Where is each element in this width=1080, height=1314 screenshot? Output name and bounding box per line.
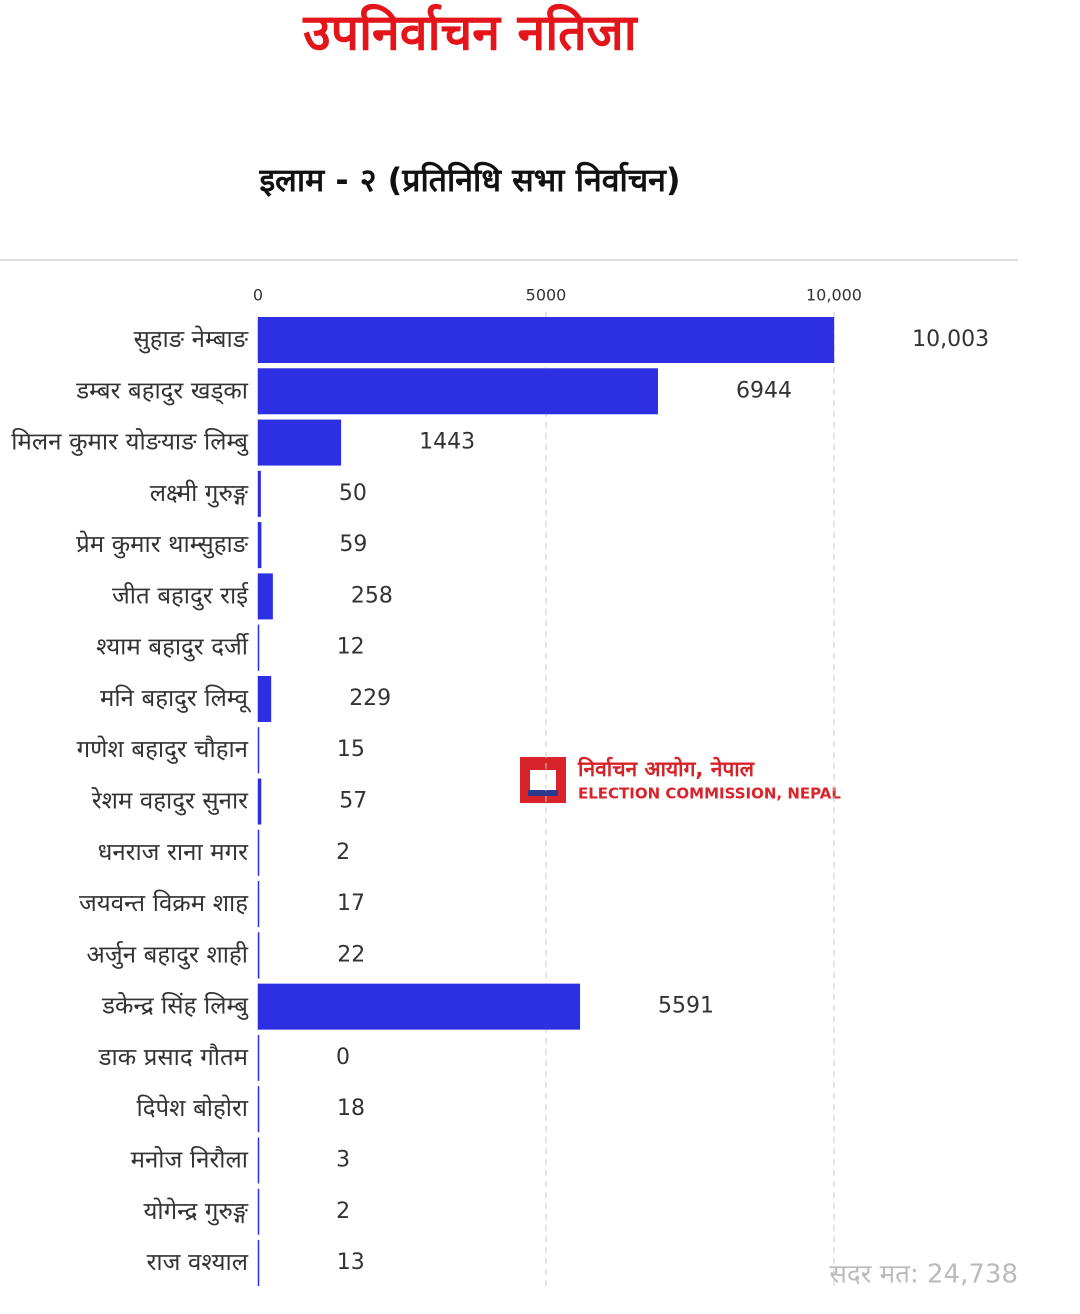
category-label: अर्जुन बहादुर शाही	[87, 940, 249, 969]
chart-title: उपनिर्वाचन नतिजा	[302, 4, 638, 62]
value-label: 5591	[658, 994, 714, 1019]
value-label: 1443	[419, 430, 475, 455]
footer: सदर मत: 24,738	[829, 1260, 1018, 1290]
value-label: 229	[349, 686, 391, 711]
category-label: सुहाङ नेम्बाङ	[134, 325, 249, 354]
category-label: रेशम वहादुर सुनार	[90, 787, 249, 816]
value-label: 17	[337, 891, 365, 916]
category-label: डकेन्द्र सिंह लिम्बु	[101, 992, 249, 1021]
logo-base	[528, 790, 558, 796]
bar	[258, 983, 581, 1030]
watermark: निर्वाचन आयोग, नेपाल ELECTION COMMISSION…	[520, 756, 841, 803]
category-label: प्रेम कुमार थाम्सुहाङ	[76, 530, 249, 559]
category-label: मिलन कुमार योङयाङ लिम्बु	[11, 428, 249, 457]
value-label: 50	[339, 481, 367, 506]
category-label: योगेन्द्र गुरुङ्ग	[144, 1197, 249, 1226]
category-label: डम्बर बहादुर खड्का	[75, 376, 249, 405]
bar	[258, 778, 262, 825]
category-label: श्याम बहादुर दर्जी	[96, 633, 250, 662]
value-label: 59	[339, 532, 367, 557]
category-label: मनोज निरौला	[131, 1145, 249, 1173]
category-label: जयवन्त विक्रम शाह	[79, 889, 249, 917]
value-label: 6944	[736, 378, 792, 403]
value-label: 22	[337, 942, 365, 967]
value-label: 258	[351, 583, 393, 608]
category-label: राज वश्याल	[147, 1248, 249, 1276]
value-label: 10,003	[912, 327, 989, 352]
category-label: डाक प्रसाद गौतम	[98, 1043, 249, 1071]
value-label: 2	[336, 840, 350, 865]
category-label: मनि बहादुर लिम्वू	[100, 684, 252, 713]
watermark-text: निर्वाचन आयोग, नेपाल	[577, 756, 755, 781]
value-label: 12	[337, 635, 365, 660]
bar	[258, 522, 262, 569]
x-tick-label: 5000	[526, 286, 567, 305]
bar	[258, 470, 261, 517]
bar	[258, 573, 273, 620]
x-tick-label: 0	[253, 286, 263, 305]
bar	[258, 368, 658, 415]
x-tick-label: 10,000	[806, 286, 862, 305]
bar	[258, 317, 835, 363]
chart-subtitle: इलाम - २ (प्रतिनिधि सभा निर्वाचन)	[258, 161, 680, 199]
value-label: 0	[336, 1045, 350, 1070]
category-label: जीत बहादुर राई	[112, 581, 249, 610]
category-label: दिपेश बोहोरा	[137, 1094, 249, 1122]
watermark-text: ELECTION COMMISSION, NEPAL	[578, 785, 841, 803]
value-label: 3	[336, 1147, 350, 1172]
category-label: गणेश बहादुर चौहान	[77, 735, 249, 764]
value-label: 57	[339, 789, 367, 814]
category-label: धनराज राना मगर	[98, 838, 250, 866]
value-label: 18	[337, 1096, 365, 1121]
value-label: 2	[336, 1199, 350, 1224]
value-label: 15	[337, 737, 365, 762]
logo-box	[530, 770, 556, 790]
value-label: 13	[337, 1250, 365, 1275]
bar	[258, 419, 342, 466]
bar	[258, 675, 272, 722]
category-label: लक्ष्मी गुरुङ्ग	[150, 479, 249, 508]
